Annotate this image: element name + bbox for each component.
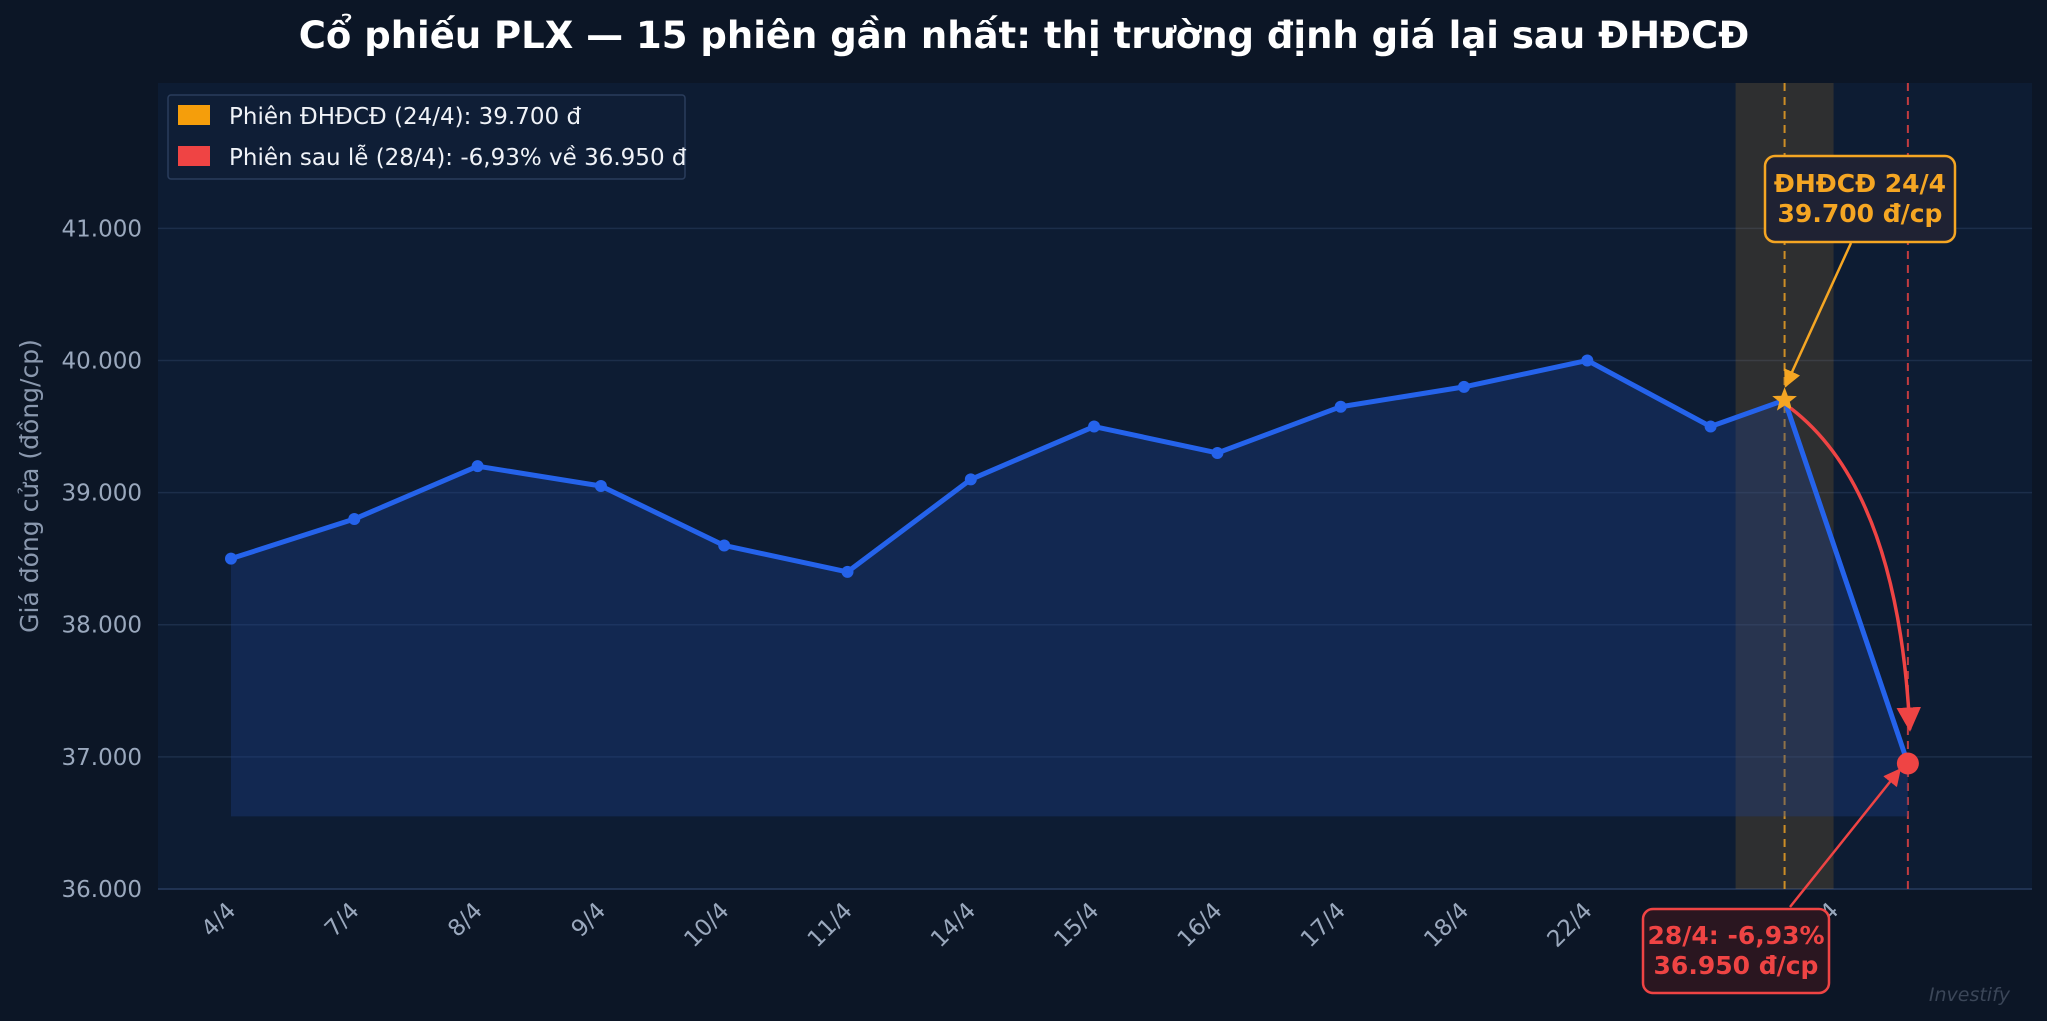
data-points	[225, 354, 1919, 775]
data-point	[718, 539, 731, 552]
data-point	[1458, 380, 1470, 393]
drop-marker	[1896, 752, 1919, 775]
y-tick-label: 40.000	[62, 348, 142, 374]
callout-agm-box	[1763, 154, 1957, 244]
y-tick-label: 36.000	[62, 877, 142, 903]
callout-drop: 28/4: -6,93% 36.950 đ/cp	[1641, 907, 1831, 995]
callout-drop-line2: 36.950 đ/cp	[1654, 951, 1819, 980]
chart-title: Cổ phiếu PLX — 15 phiên gần nhất: thị tr…	[299, 14, 1749, 57]
data-point	[1581, 354, 1594, 367]
y-axis-label: Giá đóng cửa (đồng/cp)	[15, 339, 44, 633]
watermark: Investify	[1929, 984, 2011, 1006]
annotation-arrows	[1784, 242, 1922, 908]
data-point	[841, 565, 854, 578]
y-tick-label: 41.000	[62, 216, 142, 242]
data-point	[348, 513, 361, 526]
data-point	[1704, 420, 1717, 433]
series-area	[231, 360, 1908, 817]
grid-lines	[158, 227, 2032, 890]
legend-label-drop: Phiên sau lễ (28/4): -6,93% về 36.950 đ	[229, 143, 687, 171]
y-axis-ticks: 36.000 37.000 38.000 39.000 40.000 41.000	[62, 216, 142, 903]
area-fill	[231, 360, 1908, 817]
y-tick-label: 38.000	[62, 613, 142, 639]
y-tick-label: 39.000	[62, 481, 142, 507]
data-point	[1088, 420, 1101, 433]
agm-star-marker	[1772, 387, 1797, 411]
data-point	[1334, 400, 1347, 413]
callout-drop-line1: 28/4: -6,93%	[1647, 921, 1824, 950]
callout-agm: ĐHĐCĐ 24/4 39.700 đ/cp	[1763, 154, 1957, 244]
callout-drop-box	[1641, 907, 1831, 995]
data-point	[471, 460, 484, 473]
legend-swatch-drop	[178, 146, 210, 166]
callout-agm-line2: 39.700 đ/cp	[1778, 199, 1943, 228]
drop-curve-arrow	[1789, 406, 1922, 732]
drop-callout-arrow	[1789, 768, 1901, 908]
y-tick-label: 37.000	[62, 745, 142, 771]
agm-arrow	[1784, 242, 1853, 388]
data-point	[964, 473, 977, 486]
legend-swatch-agm	[178, 105, 210, 125]
legend-label-agm: Phiên ĐHĐCĐ (24/4): 39.700 đ	[229, 104, 581, 130]
data-point	[594, 480, 607, 492]
plot-area	[158, 83, 2032, 889]
data-point	[1211, 446, 1224, 459]
legend-box	[167, 94, 686, 180]
data-point	[225, 552, 237, 565]
legend: Phiên ĐHĐCĐ (24/4): 39.700 đ Phiên sau l…	[167, 94, 687, 180]
callout-agm-line1: ĐHĐCĐ 24/4	[1774, 169, 1946, 198]
